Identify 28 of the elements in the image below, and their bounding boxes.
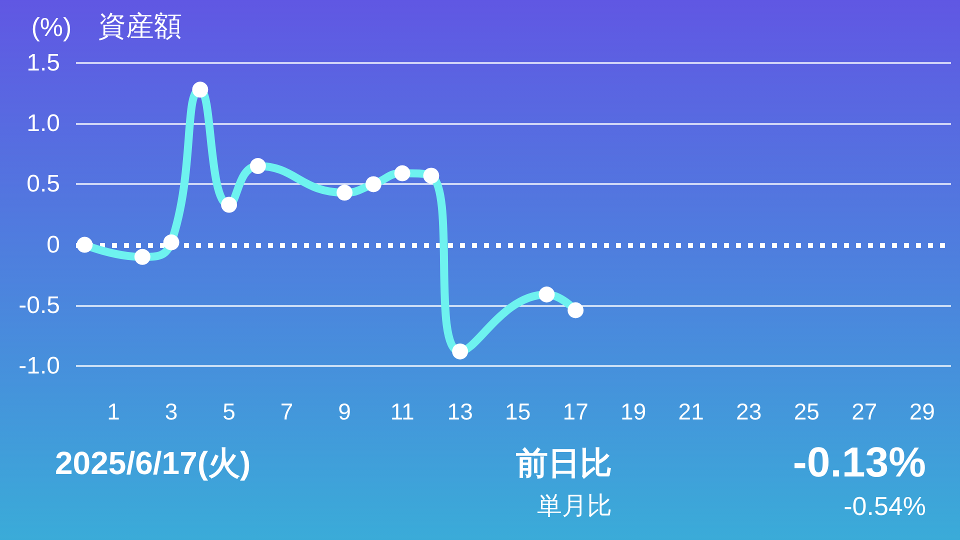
x-tick-label: 15	[505, 398, 531, 424]
x-tick-label: 19	[620, 398, 646, 424]
x-tick-label: 23	[736, 398, 762, 424]
text: -0.54%	[844, 491, 926, 521]
y-tick-label: 1.5	[26, 50, 60, 76]
x-tick-label: 9	[338, 398, 351, 424]
x-tick-label: 29	[909, 398, 935, 424]
x-tick-label: 3	[164, 398, 178, 424]
x-tick-label: 27	[852, 398, 878, 424]
text: 単月比	[537, 492, 612, 520]
x-tick-label: 21	[678, 398, 704, 424]
x-tick-label: 17	[562, 398, 588, 424]
y-tick-label: -0.5	[18, 292, 60, 319]
x-tick-label: 25	[794, 398, 820, 424]
y-tick-label: 1.0	[26, 110, 60, 138]
x-tick-label: 13	[447, 398, 473, 424]
y-tick-label: 0.5	[26, 170, 60, 198]
y-tick-label: -1.0	[18, 352, 60, 380]
y-axis-title: (%)	[31, 12, 72, 42]
text: -0.13%	[792, 438, 926, 486]
x-tick-label: 7	[280, 398, 294, 424]
text: 2025/6/17(火)	[55, 445, 251, 481]
chart-title: 資産額	[98, 10, 182, 42]
x-tick-label: 11	[390, 398, 414, 424]
text: 前日比	[516, 445, 612, 481]
y-tick-label: 0	[46, 231, 60, 258]
x-tick-label: 5	[222, 398, 236, 424]
x-tick-label: 1	[107, 398, 120, 424]
